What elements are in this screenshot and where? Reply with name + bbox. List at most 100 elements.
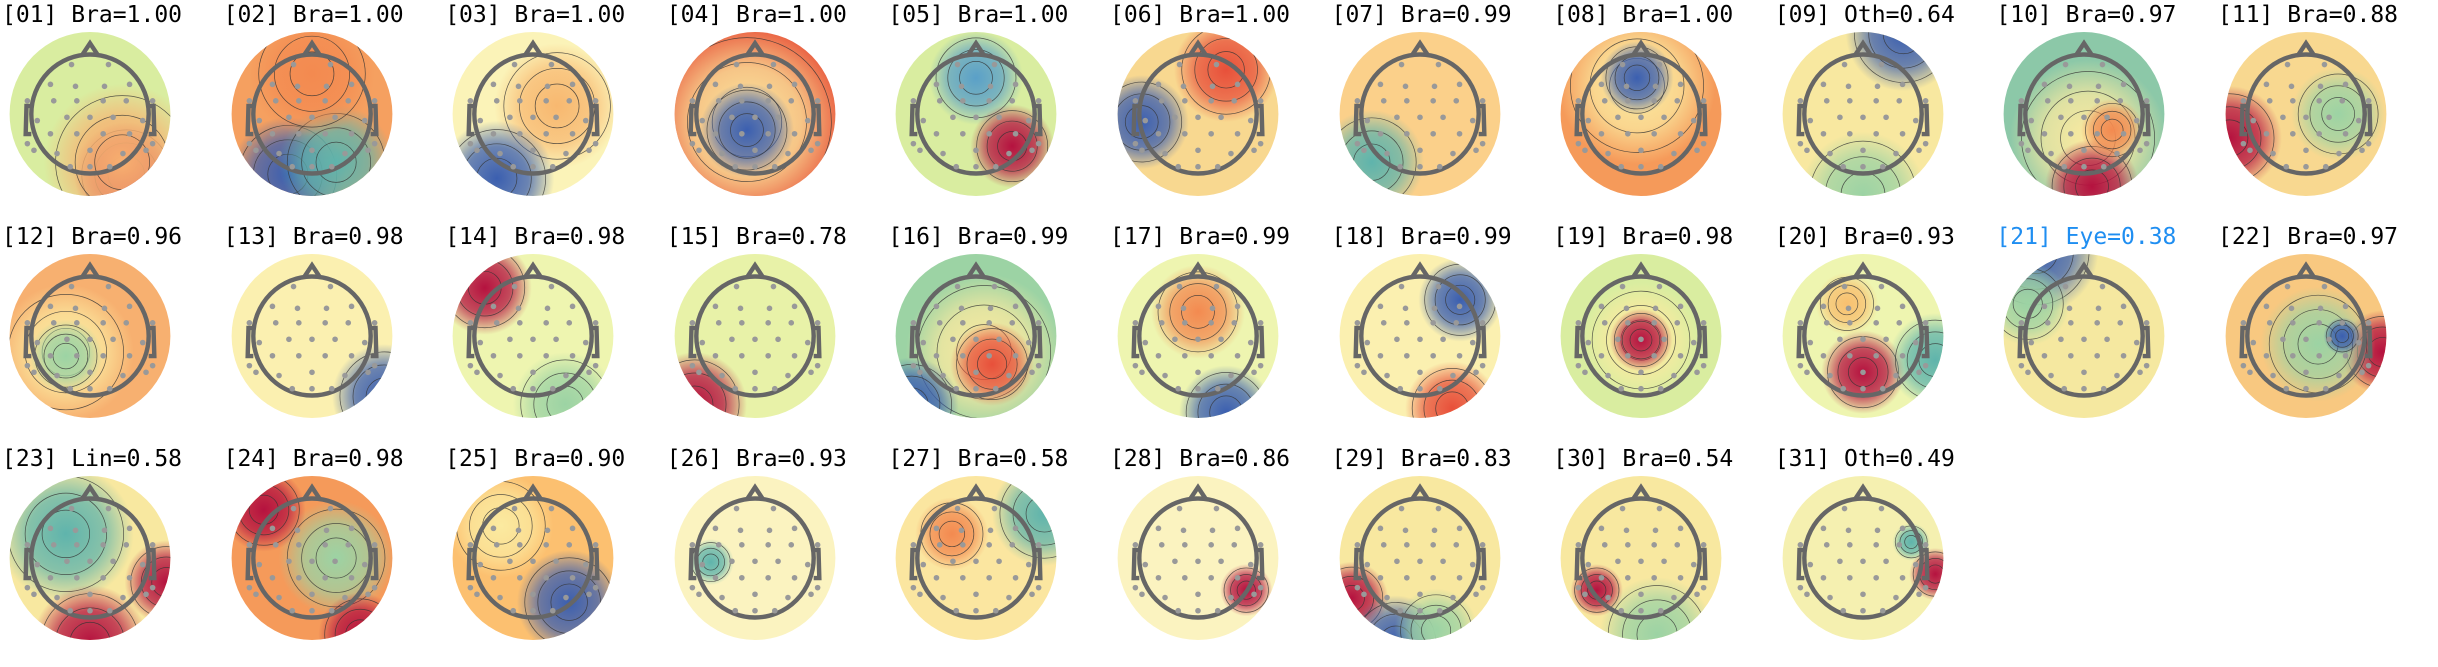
component-topomap[interactable]: [01] Bra=1.00 xyxy=(0,0,222,222)
topomap-plot xyxy=(2225,254,2387,418)
electrode-marker xyxy=(1251,591,1257,598)
electrode-marker xyxy=(272,98,279,104)
electrode-marker xyxy=(1585,561,1592,568)
electrode-marker xyxy=(765,130,771,137)
electrode-marker xyxy=(308,591,315,598)
electrode-marker xyxy=(361,561,368,568)
component-topomap[interactable]: [24] Bra=0.98 xyxy=(222,444,444,666)
component-topomap[interactable]: [30] Bra=0.54 xyxy=(1551,444,1773,666)
contour-line xyxy=(550,583,589,621)
electrode-marker xyxy=(2342,130,2349,137)
activation-blob xyxy=(32,584,148,640)
head-outline xyxy=(1796,261,1930,398)
component-topomap[interactable]: [07] Bra=0.99 xyxy=(1330,0,1552,222)
head-outline xyxy=(2017,261,2151,398)
component-topomap[interactable]: [31] Oth=0.49 xyxy=(1773,444,1995,666)
electrode-marker xyxy=(341,372,348,379)
component-topomap[interactable]: [03] Bra=1.00 xyxy=(443,0,665,222)
electrode-marker xyxy=(308,163,315,170)
electrode-marker xyxy=(530,163,537,170)
component-topomap[interactable]: [05] Bra=1.00 xyxy=(886,0,1108,222)
component-topomap[interactable]: [22] Bra=0.97 xyxy=(2216,222,2438,444)
electrode-marker xyxy=(715,320,722,326)
component-topomap[interactable]: [09] Oth=0.64 xyxy=(1773,0,1995,222)
electrode-marker xyxy=(1677,81,1684,88)
component-topomap[interactable]: [06] Bra=1.00 xyxy=(1108,0,1330,222)
electrode-marker xyxy=(719,150,725,157)
component-topomap[interactable]: [27] Bra=0.58 xyxy=(886,444,1108,666)
component-topomap[interactable]: [08] Bra=1.00 xyxy=(1551,0,1773,222)
component-topomap[interactable]: [14] Bra=0.98 xyxy=(443,222,665,444)
component-topomap[interactable]: [25] Bra=0.90 xyxy=(443,444,665,666)
electrode-marker xyxy=(2101,163,2107,170)
electrode-marker xyxy=(1797,584,1803,591)
electrode-marker xyxy=(1859,369,1866,376)
component-topomap[interactable]: [19] Bra=0.98 xyxy=(1551,222,1773,444)
component-topomap[interactable]: [12] Bra=0.96 xyxy=(0,222,222,444)
electrode-marker xyxy=(2342,352,2349,359)
electrode-marker xyxy=(308,336,315,343)
electrode-marker xyxy=(1803,591,1810,598)
component-topomap[interactable]: [23] Lin=0.58 xyxy=(0,444,222,666)
electrode-marker xyxy=(345,320,351,326)
component-topomap[interactable]: [11] Bra=0.88 xyxy=(2216,0,2438,222)
electrode-marker xyxy=(1797,542,1803,548)
electrode-marker xyxy=(550,607,556,614)
head-outline xyxy=(2239,39,2373,176)
electrode-marker xyxy=(1364,339,1370,346)
component-topomap[interactable]: [21] Eye=0.38 xyxy=(1994,222,2216,444)
electrode-marker xyxy=(87,114,93,121)
electrode-marker xyxy=(1208,542,1214,548)
electrode-marker xyxy=(87,607,93,614)
electrode-marker xyxy=(1429,320,1436,326)
component-topomap[interactable]: [18] Bra=0.99 xyxy=(1330,222,1552,444)
electrode-marker xyxy=(689,140,695,147)
contour-line xyxy=(674,359,740,418)
electrode-marker xyxy=(515,527,522,534)
electrode-marker xyxy=(327,61,333,68)
electrode-marker xyxy=(285,336,292,343)
electrode-marker xyxy=(1380,542,1387,548)
electrode-marker xyxy=(2042,130,2048,137)
head-outline xyxy=(23,261,157,398)
component-topomap[interactable]: [15] Bra=0.78 xyxy=(665,222,887,444)
electrode-marker xyxy=(1807,117,1813,124)
component-topomap[interactable]: [16] Bra=0.99 xyxy=(886,222,1108,444)
electrode-marker xyxy=(1142,561,1149,568)
electrode-marker xyxy=(1899,81,1906,88)
electrode-marker xyxy=(2121,130,2127,137)
electrode-marker xyxy=(2283,385,2290,392)
electrode-marker xyxy=(1416,385,1423,392)
component-topomap[interactable]: [02] Bra=1.00 xyxy=(222,0,444,222)
electrode-marker xyxy=(1176,283,1183,290)
electrode-marker xyxy=(544,305,551,312)
electrode-marker xyxy=(1416,336,1423,343)
electrode-marker xyxy=(1383,150,1390,157)
component-topomap[interactable]: [17] Bra=0.99 xyxy=(1108,222,1330,444)
electrode-marker xyxy=(1658,607,1664,614)
electrode-marker xyxy=(2061,385,2068,392)
electrode-marker xyxy=(1195,163,1201,170)
electrode-marker xyxy=(126,352,133,359)
topomap-plot xyxy=(452,254,614,418)
electrode-marker xyxy=(1615,114,1621,121)
contour-line xyxy=(895,387,929,418)
electrode-marker xyxy=(728,558,735,565)
electrode-marker xyxy=(910,584,917,591)
component-topomap[interactable]: [28] Bra=0.86 xyxy=(1108,444,1330,666)
electrode-marker xyxy=(1162,372,1168,379)
electrode-marker xyxy=(64,558,70,565)
electrode-marker xyxy=(1257,320,1264,326)
electrode-marker xyxy=(1674,320,1681,326)
electrode-marker xyxy=(1228,594,1234,601)
electrode-marker xyxy=(1431,527,1437,534)
electrode-marker xyxy=(2114,372,2121,379)
component-topomap[interactable]: [29] Bra=0.83 xyxy=(1330,444,1552,666)
component-topomap[interactable]: [10] Bra=0.97 xyxy=(1994,0,2216,222)
component-topomap[interactable]: [20] Bra=0.93 xyxy=(1773,222,1995,444)
component-topomap[interactable]: [04] Bra=1.00 xyxy=(665,0,887,222)
component-topomap[interactable]: [13] Bra=0.98 xyxy=(222,222,444,444)
component-title: [25] Bra=0.90 xyxy=(445,446,626,472)
component-topomap[interactable]: [26] Bra=0.93 xyxy=(665,444,887,666)
electrode-marker xyxy=(2028,117,2035,124)
